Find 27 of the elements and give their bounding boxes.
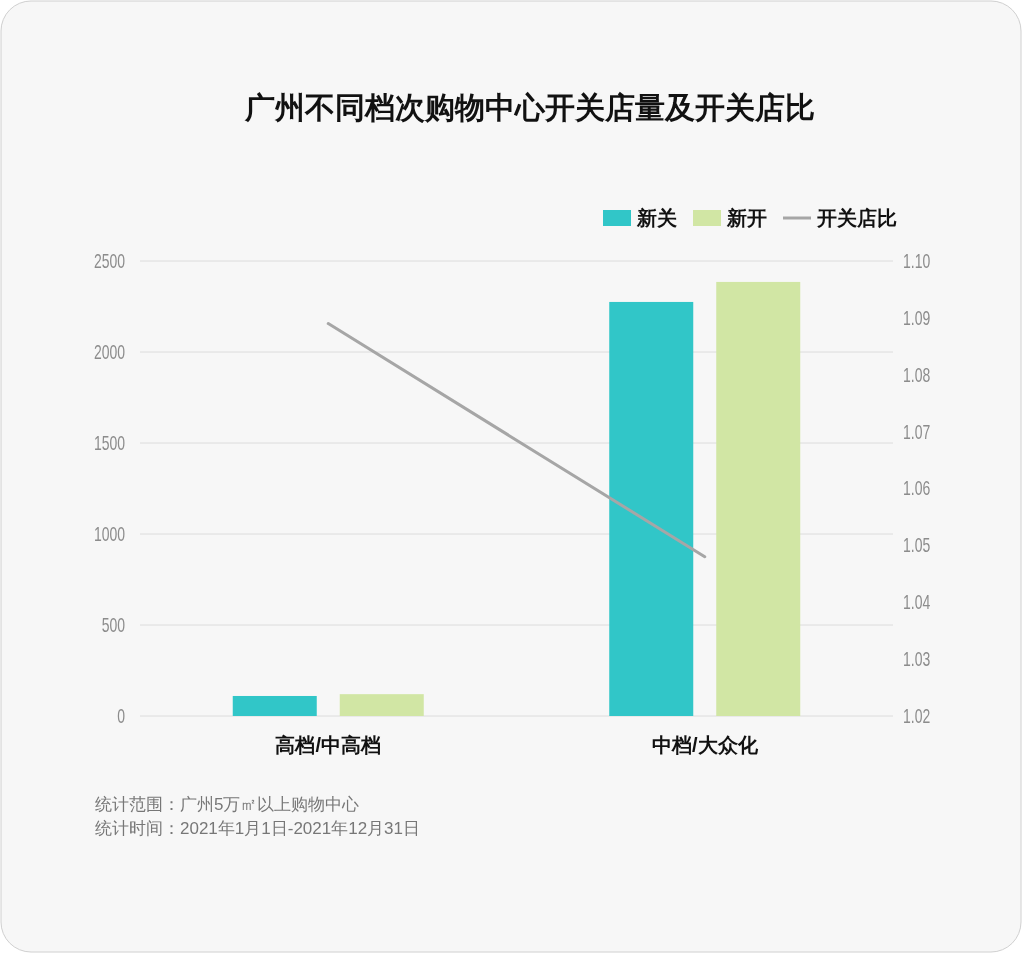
bar bbox=[716, 281, 801, 716]
y2-tick-label: 1.08 bbox=[903, 363, 931, 387]
text: 统计范围：广州5万㎡以上购物中心 bbox=[95, 795, 360, 814]
y2-tick-label: 1.02 bbox=[903, 704, 931, 728]
y2-tick-label: 1.09 bbox=[903, 306, 931, 330]
y-tick-label: 2000 bbox=[93, 340, 125, 364]
bar bbox=[232, 695, 317, 716]
bar bbox=[339, 694, 424, 716]
y-tick-label: 1000 bbox=[93, 522, 125, 546]
bar bbox=[609, 301, 694, 716]
x-tick-label: 高档/中高档 bbox=[275, 734, 382, 756]
x-tick-label: 中档/大众化 bbox=[651, 734, 759, 756]
y2-tick-label: 1.05 bbox=[903, 533, 931, 558]
y2-tick-label: 1.04 bbox=[903, 590, 931, 614]
text: 统计时间：2021年1月1日-2021年12月31日 bbox=[95, 819, 421, 838]
chart-title: 广州不同档次购物中心开关店量及开关店比 bbox=[244, 91, 815, 124]
y-tick-label: 0 bbox=[117, 704, 125, 728]
y-tick-label: 1500 bbox=[93, 431, 125, 455]
legend-label: 新关 bbox=[636, 207, 677, 229]
y-tick-label: 2500 bbox=[93, 249, 125, 273]
y2-tick-label: 1.07 bbox=[903, 420, 931, 444]
y-tick-label: 500 bbox=[101, 613, 125, 637]
y2-tick-label: 1.10 bbox=[903, 249, 931, 273]
y2-tick-label: 1.06 bbox=[903, 476, 931, 501]
y2-tick-label: 1.03 bbox=[903, 647, 931, 671]
legend-label: 开关店比 bbox=[816, 207, 897, 229]
legend-label: 新开 bbox=[726, 207, 767, 229]
